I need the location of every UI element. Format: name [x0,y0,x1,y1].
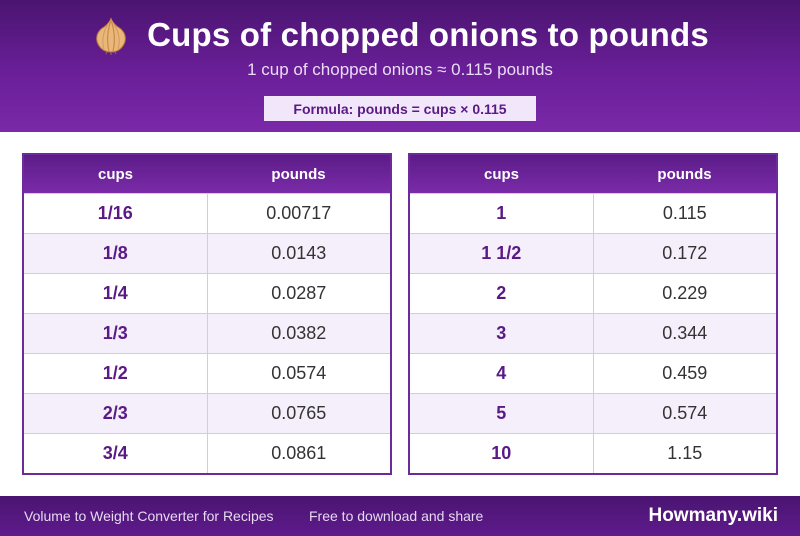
table-row: 2 0.229 [410,273,776,313]
cups-cell: 1/8 [24,234,208,273]
cups-cell: 4 [410,354,594,393]
cups-cell: 1/4 [24,274,208,313]
pounds-cell: 0.00717 [266,203,332,223]
pounds-cell: 0.574 [662,403,708,423]
column-header-cups: cups [97,165,133,183]
cups-cell: 1 1/2 [410,234,594,273]
column-header-cups: cups [483,165,519,183]
page-title: Cups of chopped onions to pounds [147,16,709,53]
pounds-cell: 1.15 [667,443,703,463]
pounds-cell: 0.229 [662,283,708,303]
footer-share-note: Free to download and share [309,508,484,524]
table-header: cups pounds [410,155,776,193]
footer-description: Volume to Weight Converter for Recipes [24,508,274,524]
pounds-cell: 0.172 [662,243,708,263]
table-row: 2/3 0.0765 [24,393,390,433]
table-row: 1/4 0.0287 [24,273,390,313]
onion-icon [91,15,131,55]
table-row: 1/16 0.00717 [24,193,390,233]
pounds-cell: 0.0382 [271,323,327,343]
column-header-pounds: pounds [657,165,712,183]
pounds-cell: 0.0765 [271,403,327,423]
header-banner: Cups of chopped onions to pounds 1 cup o… [0,0,800,132]
cups-cell: 3/4 [24,434,208,473]
footer-bar: Volume to Weight Converter for Recipes F… [0,496,800,536]
table-row: 5 0.574 [410,393,776,433]
cups-cell: 10 [410,434,594,473]
pounds-cell: 0.344 [662,323,708,343]
title-row: Cups of chopped onions to pounds [0,14,800,56]
table-row: 1/2 0.0574 [24,353,390,393]
table-row: 1 0.115 [410,193,776,233]
cups-cell: 5 [410,394,594,433]
cups-cell: 2/3 [24,394,208,433]
conversion-table-right: cups pounds 1 0.115 1 1/2 0.172 2 0.229 3 0.… [408,153,778,475]
pounds-cell: 0.0574 [271,363,327,383]
cups-cell: 1 [410,194,594,233]
brand-logo-text[interactable]: Howmany.wiki [648,505,778,526]
pounds-cell: 0.459 [662,363,708,383]
pounds-cell: 0.0143 [271,243,327,263]
table-row: 1/3 0.0382 [24,313,390,353]
cups-cell: 1/3 [24,314,208,353]
pounds-cell: 0.0287 [271,283,327,303]
table-row: 1/8 0.0143 [24,233,390,273]
cups-cell: 1/16 [24,194,208,233]
table-row: 3 0.344 [410,313,776,353]
table-row: 4 0.459 [410,353,776,393]
conversion-table-left: cups pounds 1/16 0.00717 1/8 0.0143 1/4 0.0… [22,153,392,475]
table-header: cups pounds [24,155,390,193]
cups-cell: 1/2 [24,354,208,393]
table-row: 3/4 0.0861 [24,433,390,473]
table-row: 1 1/2 0.172 [410,233,776,273]
page-subtitle: 1 cup of chopped onions ≈ 0.115 pounds [247,60,553,79]
formula-badge: Formula: pounds = cups × 0.115 [264,96,536,121]
pounds-cell: 0.0861 [271,443,327,463]
cups-cell: 3 [410,314,594,353]
pounds-cell: 0.115 [662,203,707,223]
cups-cell: 2 [410,274,594,313]
column-header-pounds: pounds [271,165,326,183]
table-row: 10 1.15 [410,433,776,473]
